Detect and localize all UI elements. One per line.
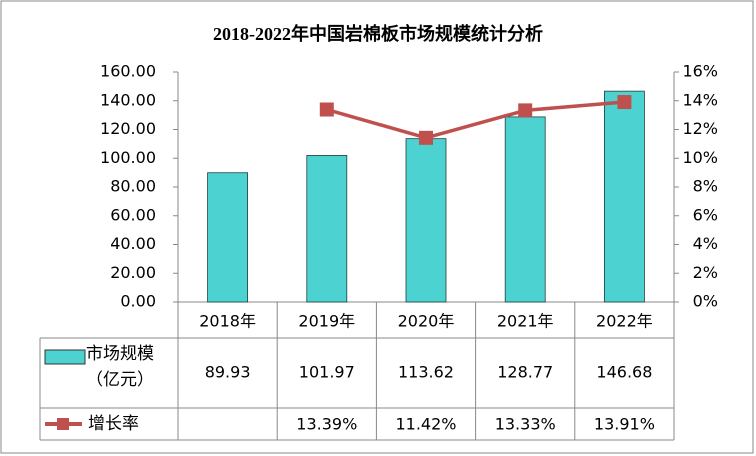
y2-tick-label: 16% — [682, 62, 718, 81]
y-tick-label: 120.00 — [100, 119, 156, 138]
x-tick-label: 2021年 — [497, 312, 554, 331]
bar — [504, 116, 546, 303]
y-tick-label: 80.00 — [110, 177, 156, 196]
chart-title: 2018-2022年中国岩棉板市场规模统计分析 — [213, 23, 543, 44]
table-value: 101.97 — [299, 363, 355, 382]
bar — [604, 90, 645, 303]
legend-label: 增长率 — [88, 414, 139, 434]
y-tick-label: 140.00 — [100, 90, 156, 109]
line-marker — [518, 103, 533, 118]
line — [326, 100, 625, 140]
table-value: 146.68 — [596, 363, 652, 382]
bar — [207, 172, 249, 303]
x-tick-label: 2018年 — [199, 312, 256, 331]
table-value: 113.62 — [398, 363, 454, 382]
table-value: 11.42% — [395, 415, 456, 434]
y2-tick-label: 10% — [682, 148, 718, 167]
x-tick-label: 2022年 — [596, 312, 653, 331]
y2-tick-label: 6% — [693, 205, 718, 224]
line-marker — [419, 130, 433, 145]
legend-label-box: 市场规模（亿元） — [86, 344, 154, 390]
x-tick-label: 2020年 — [398, 312, 455, 331]
y-tick-label: 60.00 — [110, 205, 156, 224]
y2-tick-label: 8% — [693, 177, 718, 196]
y2-tick-label: 2% — [693, 263, 718, 282]
legend-marker — [57, 418, 69, 430]
y-tick-label: 20.00 — [110, 263, 156, 282]
line-marker — [617, 95, 632, 110]
y2-tick-label: 14% — [682, 90, 718, 109]
table-value: 13.91% — [594, 415, 655, 434]
legend-swatch — [44, 349, 86, 365]
table-value: 13.39% — [296, 415, 357, 434]
y2-tick-label: 0% — [693, 292, 718, 311]
table-value: 89.93 — [205, 363, 251, 382]
bar — [405, 138, 447, 303]
table-value: 128.77 — [497, 363, 553, 382]
table-value: 13.33% — [495, 415, 556, 434]
y2-tick-label: 12% — [682, 119, 718, 138]
x-tick-label: 2019年 — [298, 312, 355, 331]
bar — [306, 155, 348, 303]
y-tick-label: 160.00 — [100, 62, 156, 81]
legend-label: 市场规模（亿元） — [86, 344, 154, 390]
y-tick-label: 0.00 — [120, 292, 156, 311]
y-tick-label: 40.00 — [110, 234, 156, 253]
line-marker — [319, 102, 334, 117]
y2-tick-label: 4% — [693, 234, 718, 253]
y-tick-label: 100.00 — [100, 148, 156, 167]
